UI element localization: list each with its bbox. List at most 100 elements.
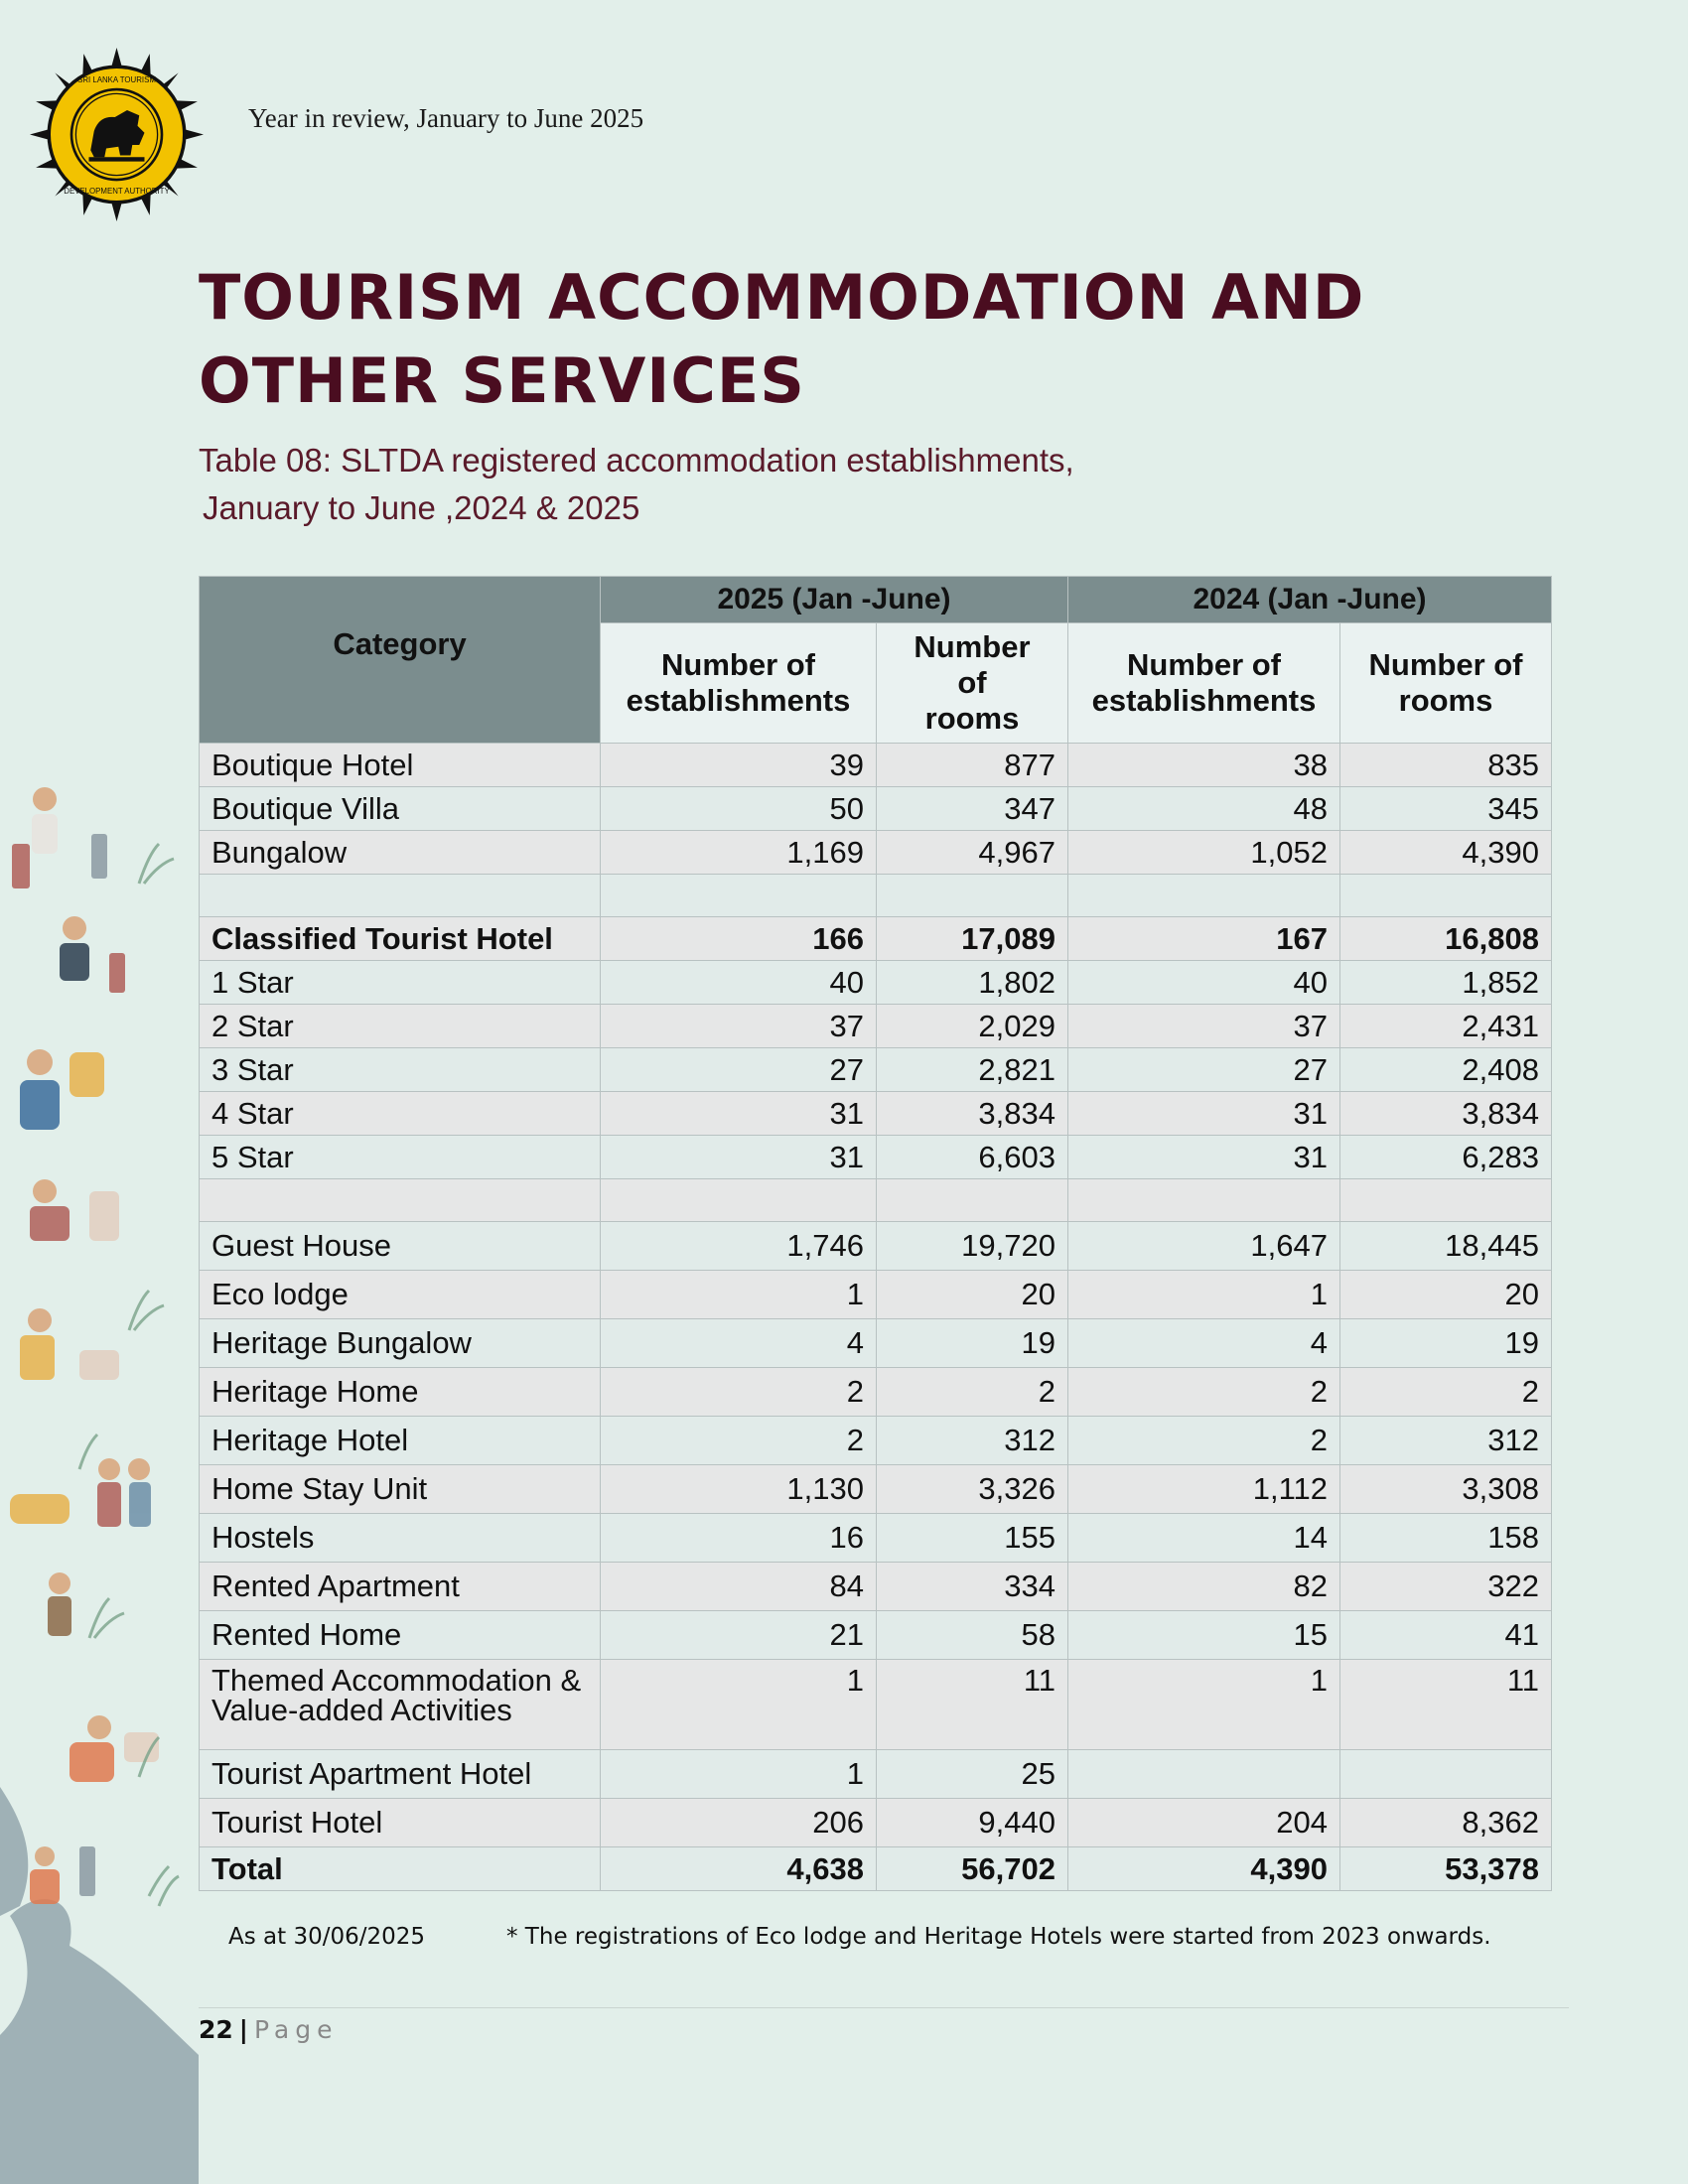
cell-e24: 4	[1067, 1318, 1340, 1368]
cell-r25: 3,326	[876, 1464, 1068, 1514]
cell-r25: 347	[876, 786, 1068, 831]
cell-e25: 2	[600, 1367, 877, 1417]
cell-r25: 334	[876, 1562, 1068, 1611]
table-row: Boutique Villa 50 347 48 345	[199, 786, 1552, 831]
table-row: Hostels 16 155 14 158	[199, 1513, 1552, 1563]
table-caption-line-2: January to June ,2024 & 2025	[203, 489, 640, 526]
cell-category: Heritage Hotel	[199, 1416, 601, 1465]
cell-e24: 31	[1067, 1135, 1340, 1179]
cell-e25	[600, 874, 877, 917]
cell-category: 5 Star	[199, 1135, 601, 1179]
cell-e25: 4	[600, 1318, 877, 1368]
cell-category: Boutique Villa	[199, 786, 601, 831]
cell-r24: 8,362	[1339, 1798, 1552, 1847]
cell-e25: 27	[600, 1047, 877, 1092]
cell-category: 1 Star	[199, 960, 601, 1005]
cell-e25: 1,746	[600, 1221, 877, 1271]
cell-r25: 2,821	[876, 1047, 1068, 1092]
svg-text:DEVELOPMENT AUTHORITY: DEVELOPMENT AUTHORITY	[64, 187, 170, 196]
cell-e24: 38	[1067, 743, 1340, 787]
cell-r24: 835	[1339, 743, 1552, 787]
cell-e24: 27	[1067, 1047, 1340, 1092]
page-number: 22	[199, 2015, 233, 2044]
cell-e24: 31	[1067, 1091, 1340, 1136]
cell-r24: 19	[1339, 1318, 1552, 1368]
cell-r25: 17,089	[876, 916, 1068, 961]
cell-e24	[1067, 1178, 1340, 1222]
table-row: Themed Accommodation & Value-added Activ…	[199, 1659, 1552, 1750]
table-notes: As at 30/06/2025 * The registrations of …	[228, 1924, 1579, 1950]
table-row: Eco lodge 1 20 1 20	[199, 1270, 1552, 1319]
cell-e24: 15	[1067, 1610, 1340, 1660]
header-year-2025: 2025 (Jan -June)	[600, 576, 1068, 623]
footer-separator: |	[238, 2015, 248, 2044]
cell-category: Tourist Hotel	[199, 1798, 601, 1847]
cell-r25	[876, 1178, 1068, 1222]
cell-r24: 11	[1339, 1659, 1552, 1750]
table-row	[199, 1178, 1552, 1222]
cell-r25	[876, 874, 1068, 917]
table-row: Classified Tourist Hotel 166 17,089 167 16,8…	[199, 916, 1552, 961]
table-row: 3 Star 27 2,821 27 2,408	[199, 1047, 1552, 1092]
cell-e25: 1,130	[600, 1464, 877, 1514]
cell-e24: 37	[1067, 1004, 1340, 1048]
table-caption: Table 08: SLTDA registered accommodation…	[199, 437, 1291, 532]
cell-e24: 2	[1067, 1416, 1340, 1465]
cell-category: Rented Apartment	[199, 1562, 601, 1611]
table-row: Heritage Home 2 2 2 2	[199, 1367, 1552, 1417]
cell-r25: 4,967	[876, 830, 1068, 875]
cell-r25: 11	[876, 1659, 1068, 1750]
cell-r25: 20	[876, 1270, 1068, 1319]
cell-r24: 312	[1339, 1416, 1552, 1465]
cell-e25: 40	[600, 960, 877, 1005]
cell-category: Guest House	[199, 1221, 601, 1271]
cell-e25: 16	[600, 1513, 877, 1563]
table-row: Total 4,638 56,702 4,390 53,378	[199, 1846, 1552, 1891]
page-footer: 22 | Page	[199, 2015, 338, 2044]
as-at-date: As at 30/06/2025	[228, 1924, 426, 1950]
cell-category: Bungalow	[199, 830, 601, 875]
cell-category: Hostels	[199, 1513, 601, 1563]
cell-e25: 50	[600, 786, 877, 831]
cell-r24: 2,408	[1339, 1047, 1552, 1092]
cell-category: Heritage Bungalow	[199, 1318, 601, 1368]
cell-r25: 58	[876, 1610, 1068, 1660]
cell-r25: 877	[876, 743, 1068, 787]
cell-category: Home Stay Unit	[199, 1464, 601, 1514]
cell-e24: 167	[1067, 916, 1340, 961]
cell-e24: 2	[1067, 1367, 1340, 1417]
cell-r24	[1339, 1178, 1552, 1222]
table-row: Rented Home 21 58 15 41	[199, 1610, 1552, 1660]
accommodation-table: Category 2025 (Jan -June) 2024 (Jan -Jun…	[199, 576, 1552, 1891]
page-title-line-1: TOURISM ACCOMMODATION AND	[199, 261, 1365, 334]
cell-e24: 1,112	[1067, 1464, 1340, 1514]
cell-category: 2 Star	[199, 1004, 601, 1048]
cell-r24: 1,852	[1339, 960, 1552, 1005]
svg-text:SRI LANKA TOURISM: SRI LANKA TOURISM	[77, 75, 156, 84]
cell-e25: 37	[600, 1004, 877, 1048]
table-row: Tourist Apartment Hotel 1 25	[199, 1749, 1552, 1799]
cell-r25: 19,720	[876, 1221, 1068, 1271]
header-year-2024: 2024 (Jan -June)	[1067, 576, 1552, 623]
cell-e24: 1	[1067, 1270, 1340, 1319]
footnote: * The registrations of Eco lodge and Her…	[506, 1924, 1491, 1950]
cell-category: Boutique Hotel	[199, 743, 601, 787]
table-row: Tourist Hotel 206 9,440 204 8,362	[199, 1798, 1552, 1847]
cell-e25: 4,638	[600, 1846, 877, 1891]
cell-r24: 53,378	[1339, 1846, 1552, 1891]
cell-r24: 6,283	[1339, 1135, 1552, 1179]
cell-category	[199, 1178, 601, 1222]
cell-r24: 3,834	[1339, 1091, 1552, 1136]
cell-category: Heritage Home	[199, 1367, 601, 1417]
cell-category	[199, 874, 601, 917]
cell-category: 4 Star	[199, 1091, 601, 1136]
cell-r25: 312	[876, 1416, 1068, 1465]
header-category: Category	[199, 576, 601, 744]
page-title: TOURISM ACCOMMODATION AND OTHER SERVICES	[199, 256, 1489, 423]
page-title-line-2: OTHER SERVICES	[199, 344, 805, 417]
cell-e24: 1	[1067, 1659, 1340, 1750]
cell-r24: 322	[1339, 1562, 1552, 1611]
cell-e24: 204	[1067, 1798, 1340, 1847]
cell-r24: 2	[1339, 1367, 1552, 1417]
cell-r25: 2,029	[876, 1004, 1068, 1048]
